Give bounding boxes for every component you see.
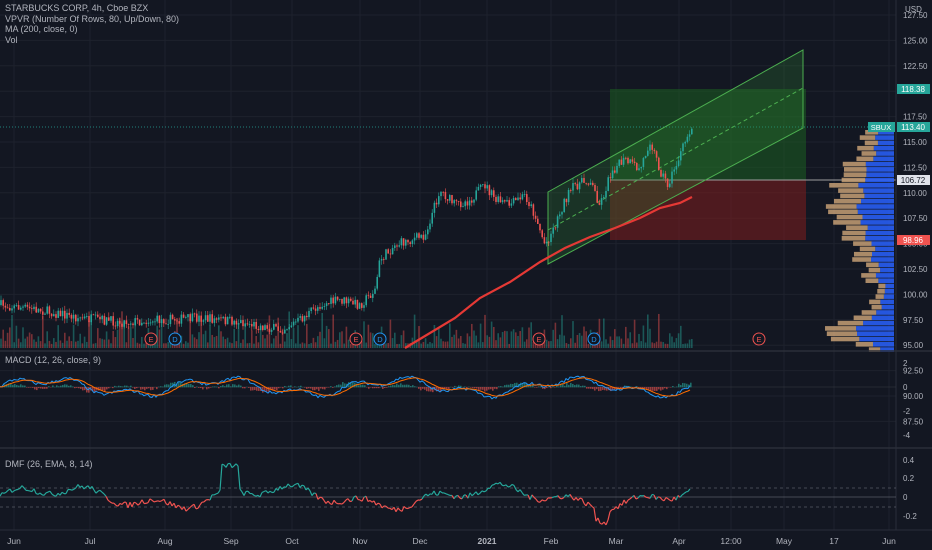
time-tick-label: Sep — [223, 536, 238, 546]
svg-text:D: D — [591, 335, 597, 344]
last-price-tag: 113.40 — [897, 122, 930, 132]
earnings-marker[interactable]: E — [349, 332, 363, 346]
volume-profile — [825, 130, 894, 352]
price-tick-label: 110.00 — [903, 189, 927, 198]
svg-text:E: E — [756, 335, 761, 344]
time-tick-label: 17 — [829, 536, 839, 546]
time-tick-label: May — [776, 536, 793, 546]
svg-text:E: E — [148, 335, 153, 344]
price-tick-label: 102.50 — [903, 265, 928, 274]
macd-legend[interactable]: MACD (12, 26, close, 9) — [5, 355, 101, 366]
dmf-tick-label: 0.2 — [903, 474, 915, 483]
macd-axis[interactable]: 2 0 -2 -4 — [903, 359, 911, 440]
price-tick-label: 117.50 — [903, 113, 927, 122]
earnings-marker[interactable]: E — [752, 332, 766, 346]
macd-tick-label: -2 — [903, 407, 911, 416]
macd-pane[interactable] — [0, 375, 896, 400]
svg-text:D: D — [377, 335, 383, 344]
svg-text:113.40: 113.40 — [901, 123, 925, 132]
dmf-tick-label: 0.4 — [903, 456, 915, 465]
ma-legend[interactable]: MA (200, close, 0) — [5, 24, 78, 34]
time-tick-label: Dec — [412, 536, 428, 546]
time-axis[interactable]: Jun Jul Aug Sep Oct Nov Dec 2021 Feb Mar Apr 12:00 M… — [7, 536, 896, 546]
earnings-marker[interactable]: E — [532, 332, 546, 346]
macd-tick-label: 0 — [903, 383, 908, 392]
svg-text:D: D — [172, 335, 178, 344]
earnings-marker[interactable]: E — [144, 332, 158, 346]
svg-text:SBUX: SBUX — [871, 123, 891, 132]
macd-title[interactable]: MACD (12, 26, close, 9) — [5, 355, 102, 365]
price-tick-label: 87.50 — [903, 417, 924, 426]
time-tick-label: Feb — [544, 536, 559, 546]
svg-text:E: E — [353, 335, 358, 344]
svg-text:106.72: 106.72 — [901, 176, 926, 185]
price-tick-label: 90.00 — [903, 392, 924, 401]
dividend-marker[interactable]: D — [168, 332, 182, 346]
event-markers: E D E D E D E — [144, 332, 766, 346]
time-tick-label: Nov — [352, 536, 368, 546]
price-tick-label: 107.50 — [903, 214, 928, 223]
time-tick-label: Aug — [157, 536, 172, 546]
signal-line — [0, 377, 691, 397]
price-axis[interactable]: 127.50125.00122.50120.00117.50115.00112.… — [903, 11, 928, 426]
price-tick-label: 95.00 — [903, 341, 924, 350]
time-tick-label: 2021 — [478, 536, 497, 546]
svg-text:E: E — [536, 335, 541, 344]
svg-text:98.96: 98.96 — [903, 236, 924, 245]
currency-label: USD — [905, 5, 922, 14]
regression-channel[interactable] — [547, 49, 804, 265]
dmf-title[interactable]: DMF (26, EMA, 8, 14) — [5, 459, 93, 469]
time-tick-label: Apr — [672, 536, 685, 546]
price-tick-label: 125.00 — [903, 36, 928, 45]
dmf-axis[interactable]: 0.4 0.2 0 -0.2 — [903, 456, 917, 521]
svg-text:118.38: 118.38 — [901, 85, 925, 94]
price-tick-label: 97.50 — [903, 316, 924, 325]
volume-bars — [0, 311, 693, 348]
price-tick-label: 127.50 — [903, 11, 928, 20]
symbol-title[interactable]: STARBUCKS CORP, 4h, Cboe BZX — [5, 3, 149, 13]
time-tick-label: Jul — [85, 536, 96, 546]
price-tick-label: 122.50 — [903, 62, 928, 71]
price-candles — [0, 126, 693, 335]
dividend-marker[interactable]: D — [587, 332, 601, 346]
dmf-tick-label: 0 — [903, 493, 908, 502]
macd-line — [0, 375, 691, 400]
price-tick-label: 112.50 — [903, 163, 927, 172]
ma-200-line[interactable] — [404, 196, 693, 349]
price-tick-label: 92.50 — [903, 367, 924, 376]
time-tick-label: Jun — [882, 536, 896, 546]
price-tick-label: 115.00 — [903, 138, 927, 147]
macd-tick-label: -4 — [903, 431, 911, 440]
target-price-tag: 118.38 — [897, 84, 930, 94]
loss-zone[interactable] — [610, 180, 806, 240]
price-tick-label: 100.00 — [903, 290, 928, 299]
time-tick-label: 12:00 — [720, 536, 742, 546]
dividend-marker[interactable]: D — [373, 332, 387, 346]
time-tick-label: Oct — [285, 536, 299, 546]
dmf-tick-label: -0.2 — [903, 512, 917, 521]
dmf-legend[interactable]: DMF (26, EMA, 8, 14) — [5, 459, 93, 470]
vpvr-legend[interactable]: VPVR (Number Of Rows, 80, Up/Down, 80) — [5, 13, 180, 24]
dmf-pane[interactable] — [0, 462, 896, 526]
stop-price-tag: 98.96 — [897, 235, 930, 245]
main-legend[interactable]: STARBUCKS CORP, 4h, Cboe BZX VPVR (Numbe… — [5, 3, 179, 45]
time-tick-label: Mar — [609, 536, 624, 546]
vol-legend[interactable]: Vol — [5, 34, 18, 45]
entry-price-tag: 106.72 — [897, 175, 930, 185]
macd-tick-label: 2 — [903, 359, 908, 368]
time-tick-label: Jun — [7, 536, 21, 546]
symbol-tag: SBUX — [868, 122, 895, 132]
